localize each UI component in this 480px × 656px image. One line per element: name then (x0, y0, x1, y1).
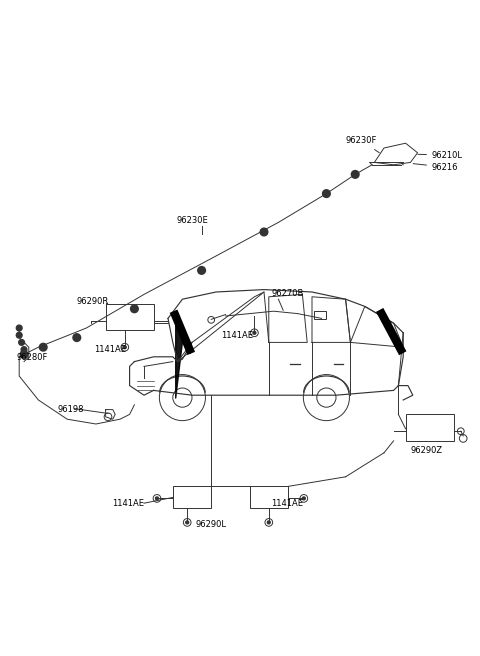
Text: 1141AE: 1141AE (94, 345, 126, 354)
Circle shape (21, 347, 27, 352)
Circle shape (16, 333, 22, 338)
Circle shape (39, 343, 47, 351)
Circle shape (186, 521, 189, 524)
Text: 96230F: 96230F (346, 136, 379, 153)
Circle shape (131, 305, 138, 313)
Text: 96280F: 96280F (17, 354, 48, 362)
FancyBboxPatch shape (106, 304, 154, 331)
Text: 1141AE: 1141AE (271, 499, 303, 508)
Text: 96290Z: 96290Z (410, 445, 443, 455)
Text: 96230E: 96230E (176, 216, 208, 225)
FancyBboxPatch shape (250, 486, 288, 508)
Text: 96198: 96198 (58, 405, 84, 414)
Circle shape (260, 228, 268, 236)
FancyBboxPatch shape (173, 486, 211, 508)
Text: 1141AE: 1141AE (221, 331, 253, 340)
Circle shape (267, 521, 270, 524)
Circle shape (19, 340, 24, 345)
Circle shape (323, 190, 330, 197)
Circle shape (156, 497, 158, 500)
FancyBboxPatch shape (314, 311, 326, 319)
Circle shape (302, 497, 305, 500)
Text: 96290L: 96290L (196, 520, 227, 529)
Circle shape (20, 350, 28, 358)
FancyBboxPatch shape (406, 415, 454, 441)
Text: 96290R: 96290R (77, 297, 109, 306)
Circle shape (123, 346, 126, 348)
Circle shape (351, 171, 359, 178)
Circle shape (16, 325, 22, 331)
Text: 96270B: 96270B (271, 289, 303, 298)
Circle shape (73, 334, 81, 341)
Circle shape (198, 266, 205, 274)
Text: 1141AE: 1141AE (112, 499, 144, 508)
Circle shape (253, 331, 256, 335)
Text: 96210L: 96210L (418, 151, 463, 159)
Text: 96216: 96216 (413, 163, 458, 172)
